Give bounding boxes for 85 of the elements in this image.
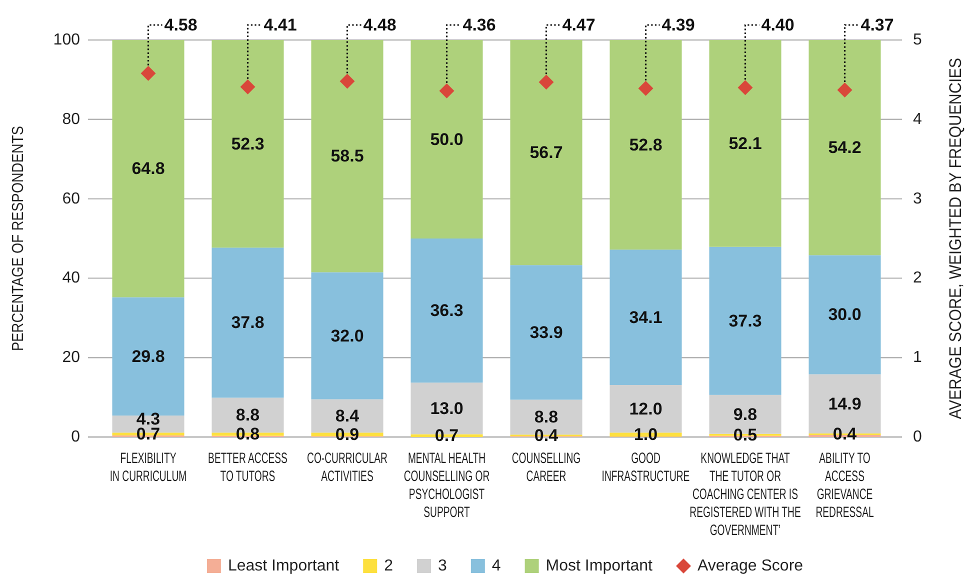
y-tick-label: 80 — [62, 110, 80, 128]
y-tick-label: 60 — [62, 190, 80, 208]
y2-tick-label: 5 — [913, 32, 922, 48]
data-label: 50.0 — [430, 130, 464, 149]
data-label: 0.8 — [236, 424, 260, 444]
y-tick-label: 20 — [62, 349, 80, 366]
x-tick-label: KNOWLEDGE THAT THE TUTOR OR COACHING CENTER IS REGISTERED WITH THE GOVERNMENT’ — [690, 450, 801, 539]
bar — [610, 250, 682, 385]
data-label: 4.36 — [462, 16, 496, 34]
bar — [610, 40, 682, 250]
data-label: 4.48 — [363, 16, 396, 34]
legend-label: Least Important — [228, 558, 340, 574]
point — [538, 74, 554, 90]
data-label: 34.1 — [629, 308, 662, 327]
data-label: 64.8 — [132, 159, 165, 178]
data-label: 33.9 — [530, 322, 563, 342]
y2-tick-label: 2 — [913, 270, 922, 287]
bar — [709, 40, 782, 247]
legend-label: Average Score — [698, 558, 804, 574]
x-tick-label: FLEXIBILITY IN CURRICULUM — [110, 450, 187, 485]
point — [439, 83, 454, 98]
bar — [112, 40, 184, 298]
data-label: 13.0 — [430, 398, 464, 418]
data-label: 4.41 — [264, 16, 297, 34]
bar — [510, 40, 582, 266]
data-label: 4.47 — [562, 16, 596, 34]
bar — [311, 40, 384, 272]
data-label: 8.8 — [236, 406, 260, 425]
data-label: 52.3 — [231, 134, 264, 154]
bar — [808, 40, 881, 256]
bar — [808, 255, 881, 374]
point — [240, 79, 256, 94]
point — [638, 80, 654, 96]
y-tick-label: 40 — [62, 270, 80, 287]
data-label: 54.2 — [828, 138, 862, 158]
point — [140, 66, 156, 81]
point — [340, 74, 355, 89]
x-tick-label: CO-CURRICULAR ACTIVITIES — [307, 450, 388, 485]
bar — [410, 238, 483, 383]
data-label: 0.9 — [335, 424, 360, 444]
data-label: 30.0 — [828, 305, 862, 324]
data-label: 29.8 — [132, 346, 165, 366]
x-tick-label: GOOD INFRASTRUCTURE — [602, 450, 690, 485]
data-label: 4.58 — [164, 16, 198, 34]
y2-axis-title: AVERAGE SCORE, WEIGHTED BY FREQUENCIES — [946, 58, 966, 420]
data-label: 4.40 — [761, 16, 794, 34]
data-label: 12.0 — [629, 399, 662, 418]
bar — [510, 265, 582, 400]
y2-tick-label: 3 — [913, 190, 922, 208]
bar — [212, 40, 284, 248]
data-label: 56.7 — [530, 143, 563, 162]
point — [837, 82, 852, 98]
data-label: 9.8 — [733, 404, 758, 424]
data-label: 37.3 — [728, 311, 762, 330]
data-label: 52.8 — [629, 135, 662, 154]
legend-label: 2 — [384, 558, 394, 574]
x-tick-label: BETTER ACCESS TO TUTORS — [208, 450, 288, 485]
data-label: 4.37 — [860, 16, 894, 34]
data-label: 52.1 — [728, 134, 762, 153]
data-label: 8.4 — [335, 406, 360, 426]
bar — [212, 248, 284, 398]
data-label: 32.0 — [330, 326, 364, 346]
bar — [410, 40, 483, 238]
bar — [311, 272, 384, 400]
data-label: 8.8 — [534, 408, 558, 427]
x-tick-label: ABILITY TO ACCESS GRIEVANCE REDRESSAL — [816, 450, 874, 521]
legend-label: Most Important — [546, 558, 654, 574]
data-label: 58.5 — [330, 146, 364, 166]
data-label: 36.3 — [430, 301, 464, 320]
bar — [709, 246, 782, 395]
y-tick-label: 0 — [71, 428, 80, 446]
data-label: 37.8 — [231, 313, 264, 332]
data-label: 4.39 — [662, 16, 695, 34]
point — [738, 80, 753, 96]
data-label: 14.9 — [828, 394, 862, 414]
y2-tick-label: 0 — [913, 428, 922, 446]
x-tick-label: MENTAL HEALTH COUNSELLING OR PSYCHOLOGIST SUPPORT — [404, 450, 490, 521]
y2-tick-label: 4 — [913, 110, 922, 128]
y-tick-label: 100 — [53, 32, 80, 48]
y2-tick-label: 1 — [913, 349, 922, 366]
legend-label: 4 — [492, 558, 501, 574]
x-tick-label: COUNSELLING CAREER — [512, 450, 581, 485]
y-axis-title: PERCENTAGE OF RESPONDENTS — [9, 126, 28, 352]
data-label: 1.0 — [634, 425, 658, 444]
legend-label: 3 — [438, 558, 448, 574]
